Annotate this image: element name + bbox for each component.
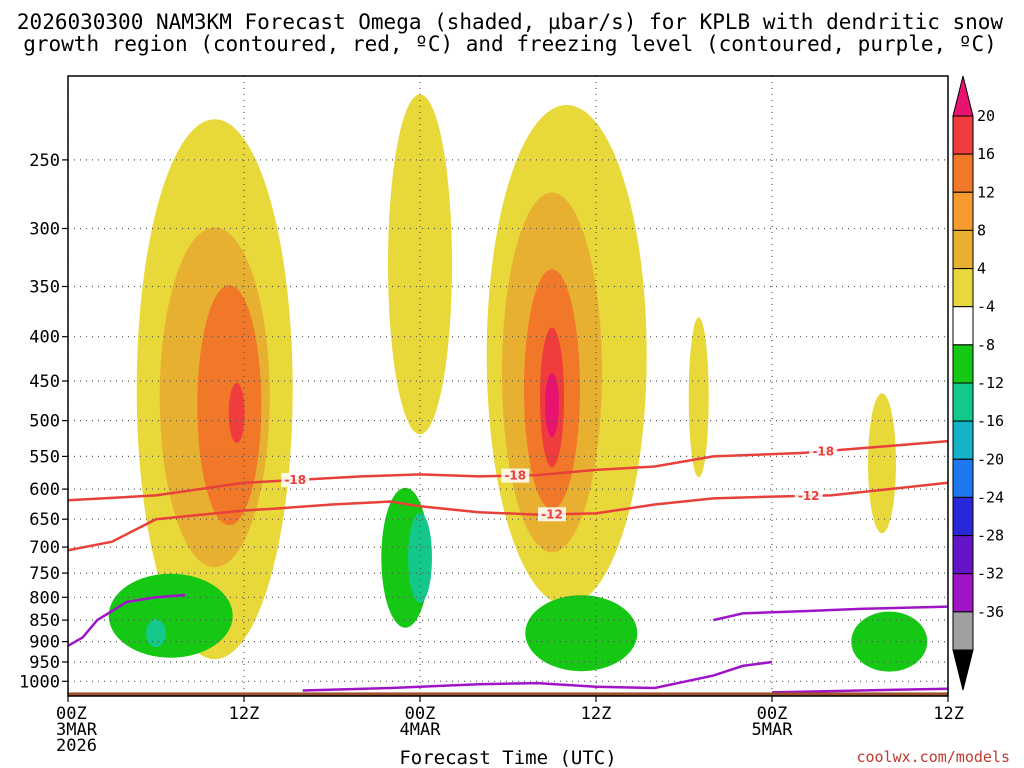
x-axis-title: Forecast Time (UTC) <box>399 747 616 768</box>
colorbar-label: -8 <box>977 336 995 354</box>
colorbar-label: -20 <box>977 450 1004 468</box>
freezing-level-contour <box>713 605 948 622</box>
contour-label: -18 <box>504 469 526 483</box>
colorbar-bin <box>952 268 974 308</box>
omega-region <box>851 611 928 672</box>
y-tick-label: 700 <box>29 538 60 558</box>
colorbar-bin <box>952 153 974 193</box>
omega-region <box>388 94 452 435</box>
colorbar-label: -16 <box>977 412 1004 430</box>
y-tick-label: 350 <box>29 278 60 298</box>
omega-region <box>545 373 559 438</box>
x-tick-label: 4MAR <box>400 720 442 740</box>
colorbar-label: -12 <box>977 374 1004 392</box>
x-tick-label: 00Z <box>405 704 436 724</box>
terrain-ground <box>68 692 948 696</box>
freezing-level-contour <box>302 660 773 692</box>
x-tick-label: 3MAR <box>56 720 98 740</box>
y-tick-label: 550 <box>29 447 60 467</box>
y-tick-label: 900 <box>29 633 60 653</box>
contour-label-bg <box>538 507 566 522</box>
colorbar-bottom-arrow <box>952 649 974 691</box>
x-tick-label: 00Z <box>56 704 87 724</box>
colorbar-bin <box>952 573 974 613</box>
chart-title: 2026030300 NAM3KM Forecast Omega (shaded… <box>17 10 1004 56</box>
colorbar-label: 4 <box>977 260 986 278</box>
y-tick-label: 250 <box>29 151 60 171</box>
x-tick-label: 2026 <box>56 736 97 756</box>
colorbar-top-arrow <box>952 75 974 117</box>
x-tick-label: 00Z <box>757 704 788 724</box>
contours: -18 -18 -18 -12 -12 <box>68 439 948 694</box>
colorbar-label: 16 <box>977 145 995 163</box>
contour-label: -18 <box>284 473 306 487</box>
colorbar-bin <box>952 229 974 269</box>
colorbar-bin <box>952 344 974 384</box>
y-tick-label: 800 <box>29 588 60 608</box>
x-tick-label: 12Z <box>581 704 612 724</box>
dendritic-contour-line <box>68 481 948 552</box>
colorbar-bin <box>952 420 974 460</box>
plot-area: -18 -18 -18 -12 -12 <box>68 76 948 696</box>
colorbar-bin <box>952 382 974 422</box>
colorbar-bin <box>952 191 974 231</box>
y-tick-label: 950 <box>29 653 60 673</box>
credit-link[interactable]: coolwx.com/models <box>856 748 1010 766</box>
y-tick-label: 600 <box>29 480 60 500</box>
colorbar-label: 20 <box>977 107 995 125</box>
y-tick-label: 650 <box>29 510 60 530</box>
omega-region <box>228 383 245 443</box>
colorbar: 20 16 12 8 4 -4 -8 -12 -16 -20 -24 -28 -32 -36 <box>952 75 1004 691</box>
contour-label: -12 <box>541 507 563 521</box>
y-tick-label: 450 <box>29 372 60 392</box>
colorbar-label: -28 <box>977 527 1004 545</box>
omega-region <box>146 619 166 648</box>
contour-label-bg <box>794 488 823 503</box>
colorbar-bin <box>952 611 974 651</box>
contour-label-bg <box>809 444 838 459</box>
colorbar-bin <box>952 496 974 536</box>
grid-lines <box>68 76 948 696</box>
colorbar-bin <box>952 306 974 346</box>
contour-label-bg <box>501 468 530 483</box>
colorbar-label: -24 <box>977 488 1004 506</box>
y-tick-label: 300 <box>29 220 60 240</box>
omega-region <box>688 317 709 478</box>
y-axis: 2503003504004505005506006507007508008509… <box>19 151 68 692</box>
y-tick-label: 750 <box>29 564 60 584</box>
freezing-level-contour <box>771 687 948 694</box>
omega-region <box>525 595 638 672</box>
freezing-level-contour <box>68 593 186 647</box>
title-line-1: 2026030300 NAM3KM Forecast Omega (shaded… <box>17 10 1004 34</box>
x-tick-label: 12Z <box>229 704 260 724</box>
colorbar-label: -4 <box>977 298 995 316</box>
plot-frame <box>67 75 949 697</box>
y-tick-label: 500 <box>29 412 60 432</box>
colorbar-label: 12 <box>977 183 995 201</box>
contour-label: -18 <box>812 444 834 458</box>
x-tick-label: 5MAR <box>752 720 794 740</box>
y-tick-label: 1000 <box>19 672 60 692</box>
omega-region <box>868 393 896 534</box>
y-tick-label: 400 <box>29 328 60 348</box>
colorbar-bin <box>952 115 974 155</box>
x-tick-label: 12Z <box>933 704 964 724</box>
colorbar-label: 8 <box>977 221 986 239</box>
y-tick-label: 850 <box>29 611 60 631</box>
colorbar-label: -32 <box>977 565 1004 583</box>
contour-label-bg <box>281 473 310 487</box>
omega-region <box>408 512 432 603</box>
contour-label: -12 <box>798 489 820 503</box>
colorbar-bin <box>952 535 974 575</box>
colorbar-label: -36 <box>977 603 1004 621</box>
colorbar-bin <box>952 458 974 498</box>
title-line-2: growth region (contoured, red, ºC) and f… <box>23 32 997 56</box>
omega-region <box>108 573 233 658</box>
